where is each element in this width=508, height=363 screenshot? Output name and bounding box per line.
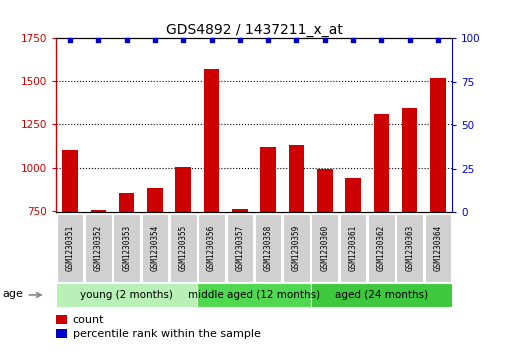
Point: [207, 37, 215, 43]
FancyBboxPatch shape: [142, 214, 168, 282]
Text: GSM1230361: GSM1230361: [348, 225, 358, 271]
Bar: [430, 78, 446, 340]
Text: GSM1230351: GSM1230351: [66, 225, 75, 271]
FancyBboxPatch shape: [310, 283, 452, 307]
FancyBboxPatch shape: [368, 214, 395, 282]
FancyBboxPatch shape: [85, 214, 112, 282]
Point: [94, 37, 103, 43]
Point: [151, 37, 159, 43]
FancyBboxPatch shape: [255, 214, 281, 282]
FancyBboxPatch shape: [198, 283, 310, 307]
Text: young (2 months): young (2 months): [80, 290, 173, 300]
Text: GSM1230364: GSM1230364: [433, 225, 442, 271]
Point: [122, 37, 131, 43]
Point: [264, 37, 272, 43]
Text: GSM1230359: GSM1230359: [292, 225, 301, 271]
Point: [405, 37, 414, 43]
Point: [377, 37, 386, 43]
FancyBboxPatch shape: [425, 214, 451, 282]
Point: [434, 37, 442, 43]
Text: GSM1230356: GSM1230356: [207, 225, 216, 271]
FancyBboxPatch shape: [340, 214, 366, 282]
Bar: [402, 108, 418, 340]
Bar: [56, 329, 67, 338]
FancyBboxPatch shape: [311, 214, 338, 282]
FancyBboxPatch shape: [198, 214, 225, 282]
Bar: [261, 147, 276, 340]
Title: GDS4892 / 1437211_x_at: GDS4892 / 1437211_x_at: [166, 23, 342, 37]
Point: [236, 37, 244, 43]
Bar: [289, 145, 304, 340]
Text: middle aged (12 months): middle aged (12 months): [188, 290, 320, 300]
Bar: [62, 150, 78, 340]
Text: GSM1230355: GSM1230355: [179, 225, 188, 271]
Text: percentile rank within the sample: percentile rank within the sample: [73, 329, 261, 339]
Point: [66, 37, 74, 43]
Text: GSM1230357: GSM1230357: [235, 225, 244, 271]
FancyBboxPatch shape: [283, 214, 310, 282]
FancyBboxPatch shape: [227, 214, 253, 282]
Bar: [147, 188, 163, 340]
FancyBboxPatch shape: [113, 214, 140, 282]
Text: aged (24 months): aged (24 months): [335, 290, 428, 300]
FancyBboxPatch shape: [57, 214, 83, 282]
Bar: [373, 114, 389, 340]
Text: count: count: [73, 314, 104, 325]
Bar: [175, 167, 191, 340]
Point: [349, 37, 357, 43]
Text: GSM1230352: GSM1230352: [94, 225, 103, 271]
Bar: [232, 209, 247, 340]
Text: GSM1230362: GSM1230362: [377, 225, 386, 271]
Bar: [204, 69, 219, 340]
FancyBboxPatch shape: [56, 283, 198, 307]
Text: GSM1230353: GSM1230353: [122, 225, 131, 271]
Bar: [345, 178, 361, 340]
Point: [321, 37, 329, 43]
Bar: [317, 169, 333, 340]
Point: [293, 37, 301, 43]
Bar: [90, 210, 106, 340]
Text: GSM1230360: GSM1230360: [320, 225, 329, 271]
Text: GSM1230363: GSM1230363: [405, 225, 414, 271]
Bar: [119, 192, 135, 340]
Text: GSM1230354: GSM1230354: [150, 225, 160, 271]
FancyBboxPatch shape: [170, 214, 197, 282]
FancyBboxPatch shape: [396, 214, 423, 282]
Bar: [56, 315, 67, 324]
Text: GSM1230358: GSM1230358: [264, 225, 273, 271]
Point: [179, 37, 187, 43]
Text: age: age: [3, 289, 23, 299]
